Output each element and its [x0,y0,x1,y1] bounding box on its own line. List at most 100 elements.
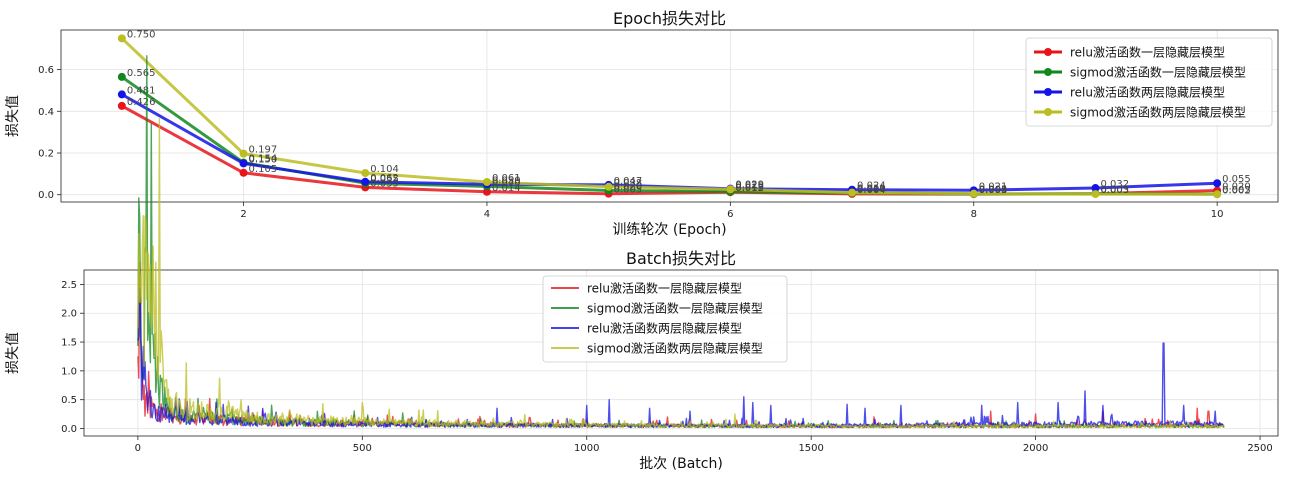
epoch-data-label: 0.008 [857,184,886,195]
epoch-data-label: 0.005 [1100,185,1129,196]
epoch-chart-title: Epoch损失对比 [613,9,726,28]
epoch-data-point [1091,190,1100,199]
epoch-data-label: 0.004 [857,185,886,196]
epoch-y-tick-label: 0.4 [38,107,54,118]
epoch-data-point [361,177,370,186]
epoch-legend-marker [1044,48,1052,56]
batch-y-tick-label: 0.0 [61,424,77,435]
epoch-data-label: 0.104 [370,164,399,175]
epoch-plot-frame [60,29,1279,203]
epoch-data-point [1213,179,1222,188]
batch-legend: relu激活函数一层隐藏层模型 sigmod激活函数一层隐藏层模型 relu激活函数… [542,275,788,363]
epoch-data-point [239,149,248,158]
epoch-data-point [482,177,491,186]
epoch-data-label: 0.020 [614,182,643,193]
epoch-legend-label: relu激活函数一层隐藏层模型 [1070,45,1225,60]
epoch-data-label: 0.061 [492,173,521,184]
epoch-data-label: 0.565 [127,68,156,79]
epoch-data-label: 0.055 [370,174,399,185]
batch-series-lines [137,55,1225,429]
epoch-ticks: 2 4 6 8 10 0.0 0.2 0.4 0.6 [38,65,1223,220]
batch-y-axis-label: 损失值 [5,332,21,374]
epoch-data-point [117,101,126,110]
epoch-x-tick-label: 4 [484,209,490,220]
epoch-data-point [969,189,978,198]
epoch-data-label: 0.014 [492,183,521,194]
epoch-y-tick-label: 0.0 [38,190,54,201]
batch-y-tick-label: 2.0 [61,309,77,320]
batch-legend-box [542,275,788,363]
batch-x-tick-label: 1500 [798,443,823,454]
epoch-loss-chart: 0.7500.5650.4810.4260.1970.1540.1500.105… [5,9,1279,238]
batch-loss-chart: 0 500 1000 1500 2000 2500 0.0 0.5 1.0 1.5 2.0 2.5 B… [5,55,1279,472]
epoch-data-label: 0.105 [249,164,278,175]
epoch-legend-label: sigmod激活函数一层隐藏层模型 [1070,65,1246,80]
epoch-data-label: 0.010 [857,184,886,195]
epoch-data-label: 0.004 [979,185,1008,196]
batch-series-line [137,118,1225,429]
batch-legend-label: relu激活函数一层隐藏层模型 [587,281,742,296]
epoch-data-point [726,185,735,194]
batch-x-axis-label: 批次 (Batch) [639,456,723,472]
epoch-data-point [117,72,126,81]
epoch-data-point [1213,190,1222,199]
epoch-y-tick-label: 0.2 [38,149,54,160]
epoch-data-point [848,188,857,197]
batch-y-tick-label: 1.5 [61,338,77,349]
epoch-data-label: 0.197 [249,145,278,156]
epoch-y-tick-label: 0.6 [38,65,54,76]
epoch-data-label: 0.055 [1222,174,1251,185]
batch-x-tick-label: 500 [353,443,372,454]
epoch-data-label: 0.026 [735,180,764,191]
epoch-data-label: 0.003 [1222,185,1251,196]
epoch-data-label: 0.481 [127,85,156,96]
epoch-legend-label: relu激活函数两层隐藏层模型 [1070,85,1225,100]
batch-legend-label: sigmod激活函数一层隐藏层模型 [587,301,763,316]
batch-y-tick-label: 1.0 [61,366,77,377]
epoch-data-label: 0.426 [127,97,156,108]
epoch-x-tick-label: 6 [727,209,733,220]
batch-legend-label: sigmod激活函数两层隐藏层模型 [587,341,763,356]
epoch-data-point [117,90,126,99]
batch-y-tick-label: 0.5 [61,395,77,406]
epoch-legend-box [1025,37,1273,127]
epoch-data-point [361,169,370,178]
epoch-legend-marker [1044,88,1052,96]
epoch-data-label: 0.047 [614,176,643,187]
batch-x-tick-label: 2500 [1247,443,1272,454]
epoch-legend-marker [1044,108,1052,116]
batch-plot-frame [83,269,1279,437]
batch-x-tick-label: 1000 [574,443,599,454]
epoch-x-tick-label: 2 [240,209,246,220]
batch-legend-label: relu激活函数两层隐藏层模型 [587,321,742,336]
epoch-series-lines [117,34,1222,199]
epoch-data-label: 0.150 [249,154,278,165]
epoch-x-tick-label: 8 [971,209,977,220]
epoch-data-label: 0.035 [370,178,399,189]
epoch-data-label: 0.024 [857,181,886,192]
batch-chart-title: Batch损失对比 [626,249,736,268]
epoch-data-label: 0.020 [1222,182,1251,193]
batch-x-tick-label: 0 [135,443,141,454]
epoch-data-label: 0.002 [1222,185,1251,196]
epoch-data-label: 0.005 [979,185,1008,196]
epoch-data-label: 0.154 [249,154,278,165]
epoch-legend-label: sigmod激活函数两层隐藏层模型 [1070,105,1246,120]
epoch-data-label: 0.003 [1100,185,1129,196]
batch-y-tick-label: 2.5 [61,280,77,291]
epoch-data-point [1091,184,1100,193]
epoch-data-label: 0.021 [979,181,1008,192]
epoch-legend-marker [1044,68,1052,76]
epoch-data-label: 0.040 [492,177,521,188]
epoch-data-label: 0.012 [735,183,764,194]
epoch-data-label: 0.038 [614,178,643,189]
epoch-data-point [604,182,613,191]
epoch-data-point [117,34,126,43]
epoch-data-label: 0.015 [735,183,764,194]
epoch-y-axis-label: 损失值 [5,95,21,137]
epoch-data-label: 0.029 [735,180,764,191]
epoch-data-label: 0.032 [1100,179,1129,190]
batch-ticks: 0 500 1000 1500 2000 2500 0.0 0.5 1.0 1.5 2.0 2.5 [61,280,1273,454]
